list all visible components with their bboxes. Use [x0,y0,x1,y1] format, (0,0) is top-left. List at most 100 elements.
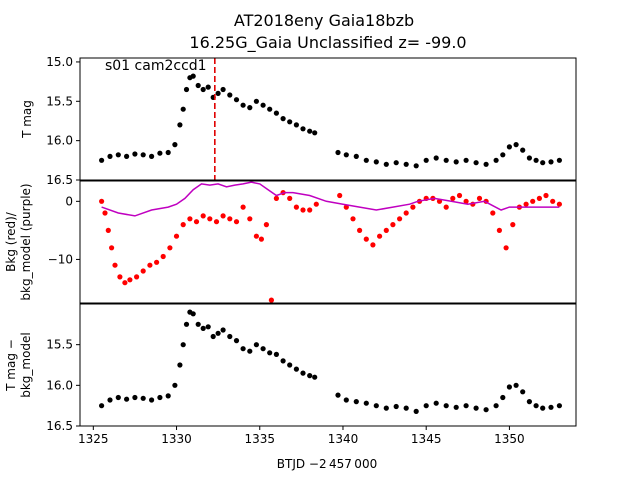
data-point [550,198,556,204]
data-point [556,403,563,409]
data-point [273,195,279,201]
data-point [443,157,449,163]
data-point [99,198,105,204]
data-point [253,98,259,104]
data-point [260,102,266,108]
y-tick-label: 15.5 [46,94,73,108]
data-point [233,219,240,225]
data-point [353,399,359,405]
data-point [247,348,253,354]
data-point [357,227,363,233]
plot-area-bkg [99,181,563,303]
panel-tmag: s01 cam2ccd1 15.0 15.5 16.0 16.5 T mag [20,55,577,187]
data-point [335,149,341,156]
y-axis-label-line: bkg_model (purple) [19,183,33,300]
data-point [443,403,449,409]
y-axis-label-tmag: T mag [20,100,34,139]
data-point [393,403,399,410]
data-point [107,397,113,403]
data-point [183,321,190,327]
data-point [227,92,233,98]
data-point [115,152,121,158]
data-point [140,268,146,274]
x-axis-label: BTJD −2 457 000 [277,457,377,471]
data-point [180,222,186,228]
data-point [433,155,439,161]
data-point [253,233,259,239]
data-point [526,155,533,161]
data-point [413,163,419,169]
data-point [200,325,206,331]
x-tick-label: 1335 [244,432,275,446]
data-point [140,395,146,401]
data-point [124,396,130,402]
data-point [167,245,173,251]
y-axis-label-line: bkg_model [19,332,33,398]
data-point [165,149,171,156]
data-point [233,338,240,344]
data-point [343,152,349,158]
data-point [503,245,509,251]
series-line-bkg-1 [101,181,560,217]
data-point [247,216,253,222]
data-point [195,82,201,89]
data-point [307,373,313,379]
data-point [423,157,429,163]
data-point [463,157,469,163]
data-point [287,362,293,368]
y-tick-label: −10 [48,252,73,266]
data-point [453,159,459,165]
data-point [363,157,369,163]
data-point [353,153,359,159]
data-point [526,399,533,405]
y-tick-label: 16.5 [46,173,73,187]
data-point [99,403,105,409]
data-point [140,152,146,158]
panels-group: s01 cam2ccd1 15.0 15.5 16.0 16.5 T mag 0 −10 Bkg… [4,55,577,446]
data-point [523,201,529,207]
data-point [433,400,439,406]
data-point [215,90,221,96]
data-point [548,159,554,165]
data-point [410,204,416,210]
data-point [154,259,160,265]
data-point [450,195,456,201]
y-axis-label-line: Bkg (red)/ [4,211,18,272]
data-point [383,405,389,411]
data-point [383,227,389,233]
data-point [227,216,233,222]
data-point [205,84,211,90]
data-point [177,362,183,368]
data-point [312,130,318,136]
y-axis-label-line: T mag [20,100,34,139]
x-tick-label: 1350 [494,432,525,446]
data-point [373,159,379,165]
data-point [280,116,286,122]
data-point [193,219,200,225]
data-point [107,153,113,159]
data-point [147,262,153,268]
data-point [500,152,506,158]
data-point [343,397,349,403]
data-point [483,161,489,167]
data-point [149,153,155,159]
data-point [207,216,213,222]
data-point [513,382,519,388]
x-tick-label: 1345 [411,432,442,446]
data-point [536,195,543,201]
data-point [267,350,273,356]
data-point [393,160,399,166]
data-point [337,192,343,199]
data-point [506,384,512,390]
data-point [483,407,489,413]
panel-frame [79,303,577,427]
data-point [227,333,233,340]
data-point [122,280,128,286]
data-point [403,210,409,216]
data-point [160,253,166,260]
data-point [397,216,403,222]
data-point [476,195,483,201]
data-point [473,160,479,166]
data-point [312,374,318,380]
data-point [556,201,563,207]
